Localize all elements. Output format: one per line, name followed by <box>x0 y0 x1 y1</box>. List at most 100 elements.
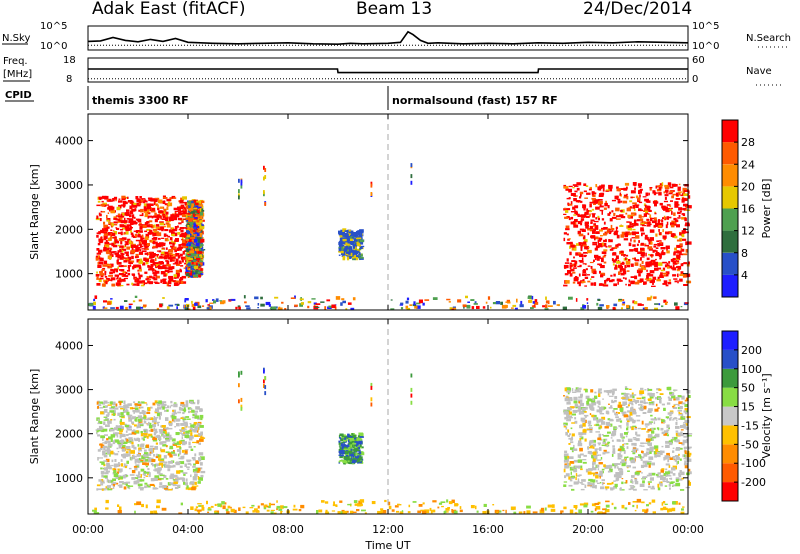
power-cell <box>245 305 250 307</box>
power-cell <box>663 275 668 277</box>
power-cell <box>111 283 116 287</box>
velocity-cell <box>619 489 625 491</box>
power-cell <box>591 197 596 200</box>
power-cell <box>685 249 689 251</box>
power-cell <box>658 222 664 227</box>
power-cell <box>169 259 172 262</box>
velocity-cell <box>114 453 119 456</box>
power-cell <box>619 192 622 196</box>
power-cell <box>193 204 196 207</box>
velocity-cell <box>100 411 104 415</box>
power-cell <box>655 223 660 227</box>
power-cell <box>339 240 344 245</box>
power-cell <box>457 299 462 303</box>
power-cell <box>193 239 198 243</box>
velocity-cell <box>137 444 140 447</box>
power-cell <box>185 226 188 230</box>
velocity-cell <box>158 400 162 404</box>
power-cell <box>115 282 121 286</box>
power-cell <box>358 253 361 255</box>
power-cell <box>117 213 121 217</box>
velocity-cell <box>105 486 108 489</box>
power-cell <box>104 276 108 278</box>
velocity-cell <box>346 438 348 442</box>
power-cell <box>637 183 642 186</box>
power-cell <box>616 278 622 281</box>
power-cell <box>139 214 143 217</box>
power-cell <box>613 283 617 287</box>
power-cell <box>346 245 351 250</box>
power-cell <box>585 215 590 218</box>
power-cell <box>154 262 159 265</box>
power-cell <box>192 266 196 268</box>
power-cell <box>654 211 656 214</box>
power-cell <box>171 253 176 256</box>
power-cell <box>154 199 158 203</box>
velocity-cell <box>634 481 639 485</box>
velocity-cell <box>139 479 145 482</box>
power-cell <box>545 296 547 300</box>
power-cell <box>570 211 576 213</box>
velocity-cell <box>157 407 162 410</box>
power-cell <box>193 199 198 204</box>
velocity-cell <box>612 393 615 396</box>
power-cell <box>139 226 143 230</box>
power-cell <box>646 224 651 227</box>
power-cell <box>622 299 625 301</box>
velocity-cell <box>648 464 651 468</box>
velocity-cell <box>134 458 139 463</box>
velocity-cell <box>164 409 167 412</box>
power-cell <box>257 307 259 309</box>
power-cell <box>578 282 581 287</box>
power-cell <box>138 274 143 278</box>
power-cell <box>649 187 652 191</box>
velocity-cell <box>114 464 117 468</box>
power-cell <box>602 242 607 247</box>
power-cell <box>190 248 194 252</box>
power-cell <box>129 264 132 267</box>
velocity-cell <box>339 438 342 440</box>
power-cell <box>142 201 145 204</box>
power-cell <box>202 305 205 307</box>
velocity-cell <box>614 487 618 489</box>
velocity-cell <box>632 394 637 396</box>
velocity-cell <box>614 465 617 469</box>
velocity-cell <box>137 401 140 404</box>
power-cell <box>613 212 616 216</box>
power-cell <box>573 277 579 282</box>
velocity-cell <box>147 468 150 471</box>
velocity-cell <box>106 446 110 451</box>
power-cell <box>553 300 556 305</box>
power-cell <box>400 307 404 310</box>
velocity-cell <box>125 481 131 484</box>
power-cell <box>353 248 357 251</box>
velocity-cell <box>128 485 134 487</box>
power-cell <box>165 214 168 218</box>
power-cell <box>199 264 201 267</box>
velocity-cell <box>144 485 147 489</box>
power-cell <box>126 209 130 212</box>
power-cell <box>663 191 666 194</box>
power-cell <box>190 270 194 273</box>
power-cell <box>187 226 190 230</box>
power-cell <box>603 233 607 236</box>
velocity-cell <box>144 470 146 474</box>
power-cell <box>95 257 99 261</box>
velocity-cell <box>174 442 179 445</box>
velocity-cell <box>138 438 141 442</box>
velocity-cell <box>675 482 681 487</box>
power-cell <box>597 263 602 266</box>
power-cell <box>597 215 600 219</box>
velocity-cell <box>110 439 113 442</box>
freq-frame <box>87 57 689 83</box>
power-cell <box>168 275 173 279</box>
velocity-cell <box>627 415 631 418</box>
power-cell <box>613 232 618 235</box>
velocity-cell <box>137 423 141 427</box>
power-cell <box>174 239 179 242</box>
power-cell <box>652 200 658 204</box>
power-cell <box>263 176 265 181</box>
power-cell <box>626 221 630 223</box>
velocity-cell <box>164 464 169 468</box>
velocity-cell <box>563 459 569 463</box>
